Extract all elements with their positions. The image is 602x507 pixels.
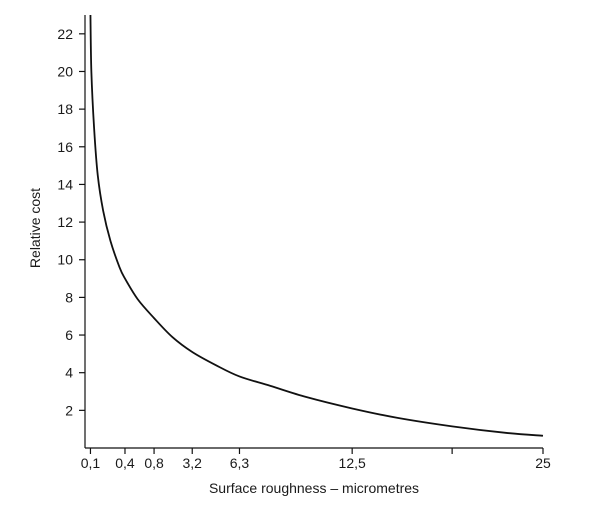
y-tick-label: 10 — [57, 252, 73, 268]
y-tick-label: 8 — [65, 289, 73, 305]
plot-series — [89, 14, 544, 437]
x-tick-label: 25 — [535, 455, 551, 471]
series-line-relative-cost — [89, 14, 544, 437]
x-tick-label: 0,4 — [115, 455, 135, 471]
y-tick-label: 14 — [57, 176, 73, 192]
y-tick-label: 22 — [57, 26, 73, 42]
y-tick-label: 6 — [65, 327, 73, 343]
y-tick-label: 18 — [57, 101, 73, 117]
y-tick-label: 2 — [65, 402, 73, 418]
x-axis-title: Surface roughness – micrometres — [209, 480, 419, 496]
x-tick-label: 12,5 — [339, 455, 366, 471]
x-tick-label: 3,2 — [182, 455, 202, 471]
x-ticks: 0,1 0,4 0,8 3,2 6,3 12,5 25 — [81, 448, 551, 471]
x-tick-label: 6,3 — [230, 455, 250, 471]
y-axis: 2 4 6 8 10 12 14 16 18 20 22 — [57, 15, 86, 448]
y-axis-title: Relative cost — [27, 188, 43, 268]
y-tick-label: 20 — [57, 63, 73, 79]
x-tick-label: 0,8 — [144, 455, 164, 471]
y-tick-label: 16 — [57, 139, 73, 155]
y-tick-label: 4 — [65, 365, 73, 381]
x-tick-label: 0,1 — [81, 455, 101, 471]
y-ticks: 2 4 6 8 10 12 14 16 18 20 22 — [57, 26, 85, 418]
x-axis: 0,1 0,4 0,8 3,2 6,3 12,5 25 — [81, 447, 551, 471]
y-tick-label: 12 — [57, 214, 73, 230]
